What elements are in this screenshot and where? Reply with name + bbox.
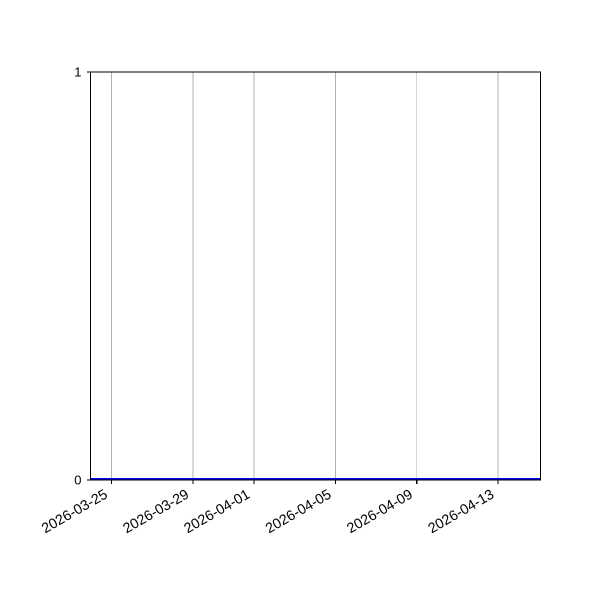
svg-text:1: 1 — [74, 65, 81, 80]
svg-text:0: 0 — [74, 472, 81, 487]
